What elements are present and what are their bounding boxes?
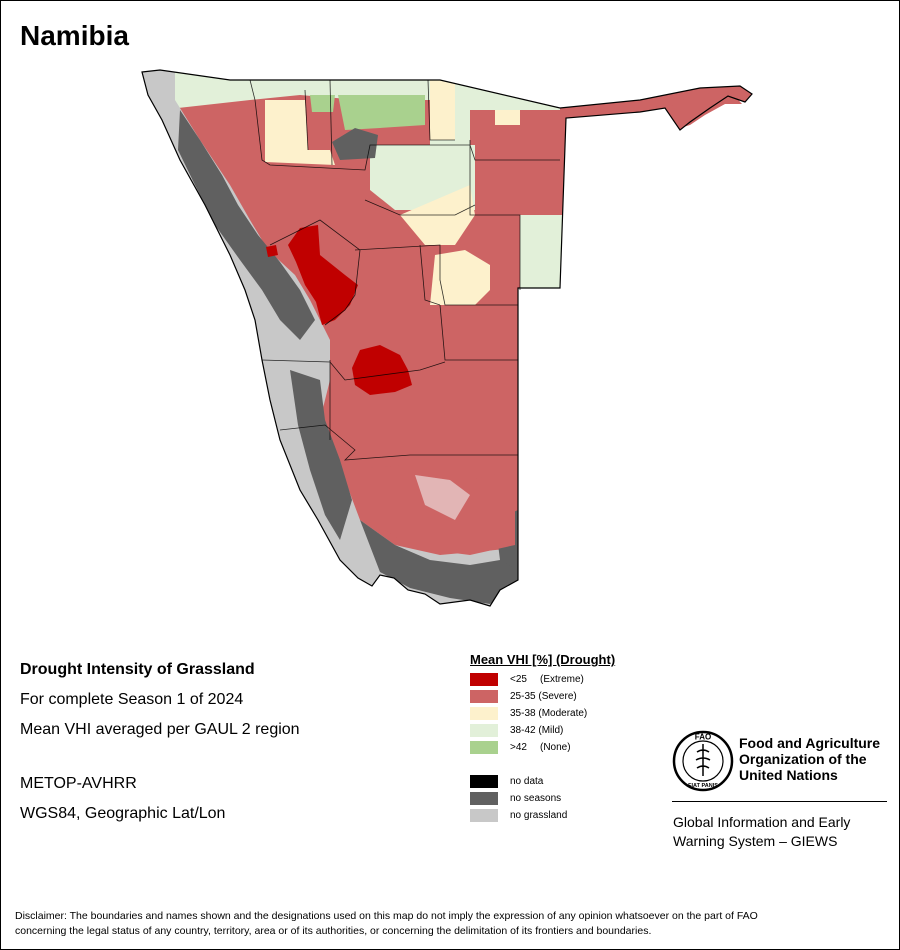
legend-other-label: no grassland	[510, 810, 568, 821]
region-moderate-north-1	[265, 100, 335, 165]
legend-range: 25-35	[510, 691, 536, 702]
disclaimer-line1: Disclaimer: The boundaries and names sho…	[15, 910, 758, 922]
legend-class-label: (Severe)	[538, 691, 577, 702]
region-extreme-khomas	[352, 345, 412, 395]
legend-item-no-seasons: no seasons	[470, 790, 615, 807]
legend: Mean VHI [%] (Drought) <25 (Extreme) 25-…	[470, 652, 615, 824]
legend-range: 38-42	[510, 725, 536, 736]
map-info: Drought Intensity of Grassland For compl…	[20, 655, 300, 829]
legend-item-severe: 25-35 (Severe)	[470, 688, 615, 705]
region-moderate-north-2	[430, 80, 455, 140]
disclaimer: Disclaimer: The boundaries and names sho…	[15, 909, 885, 939]
legend-range: <25	[510, 674, 527, 685]
giews-name: Global Information and Early Warning Sys…	[673, 813, 850, 851]
map-season: For complete Season 1 of 2024	[20, 691, 244, 708]
legend-swatch	[470, 792, 498, 805]
legend-class-label: (None)	[540, 742, 571, 753]
fao-name-line3: United Nations	[739, 767, 838, 783]
region-moderate-north-3	[495, 110, 520, 125]
legend-class-label: (Moderate)	[538, 708, 588, 719]
region-caprivi-tip	[668, 92, 742, 128]
region-mild-east	[520, 215, 562, 290]
fao-logo-letters: FAO	[695, 733, 711, 742]
region-nograss-south-speckle	[415, 475, 470, 520]
region-boundaries	[249, 79, 560, 461]
legend-title: Mean VHI [%] (Drought)	[470, 652, 616, 667]
region-severe-south-interior	[345, 465, 515, 555]
legend-swatch	[470, 741, 498, 754]
region-noseason-coast-2	[290, 370, 352, 540]
namibia-map	[141, 69, 753, 607]
region-moderate-center-2	[430, 250, 490, 305]
map-sensor: METOP-AVHRR	[20, 775, 137, 792]
map-projection: WGS84, Geographic Lat/Lon	[20, 805, 226, 822]
country-outline	[141, 69, 753, 607]
giews-line2: Warning System – GIEWS	[673, 833, 838, 849]
map-method: Mean VHI averaged per GAUL 2 region	[20, 721, 300, 738]
fao-logo: FAO FIAT PANIS	[672, 730, 734, 792]
region-extreme-center-west	[288, 225, 358, 325]
legend-class-label: (Extreme)	[540, 674, 584, 685]
country-title: Namibia	[20, 20, 129, 51]
giews-line1: Global Information and Early	[673, 814, 851, 830]
region-noseason-south	[360, 520, 518, 604]
fao-name: Food and Agriculture Organization of the…	[739, 735, 880, 783]
legend-range: 35-38	[510, 708, 536, 719]
fao-name-line1: Food and Agriculture	[739, 735, 881, 751]
fao-name-line2: Organization of the	[739, 751, 867, 767]
legend-swatch	[470, 673, 498, 686]
legend-swatch	[470, 809, 498, 822]
region-extreme-small	[266, 245, 278, 257]
region-none-north-2	[310, 95, 335, 112]
region-severe-northeast	[475, 140, 560, 215]
legend-range: >42	[510, 742, 527, 753]
legend-item-no-grassland: no grassland	[470, 807, 615, 824]
legend-swatch	[470, 690, 498, 703]
region-none-north	[338, 95, 425, 130]
fao-divider	[672, 801, 887, 802]
legend-item-none: >42 (None)	[470, 739, 615, 756]
region-noseason-coast-1	[178, 110, 315, 340]
region-mild-center-north	[370, 145, 475, 210]
legend-swatch	[470, 724, 498, 737]
legend-other-label: no seasons	[510, 793, 562, 804]
map-heading: Drought Intensity of Grassland	[20, 661, 255, 678]
legend-class-label: (Mild)	[538, 725, 564, 736]
disclaimer-line2: concerning the legal status of any count…	[15, 925, 652, 937]
legend-item-no-data: no data	[470, 773, 615, 790]
region-noseason-north	[332, 128, 378, 160]
legend-item-moderate: 35-38 (Moderate)	[470, 705, 615, 722]
legend-swatch	[470, 707, 498, 720]
legend-item-mild: 38-42 (Mild)	[470, 722, 615, 739]
legend-other-label: no data	[510, 776, 544, 787]
legend-swatch	[470, 775, 498, 788]
legend-item-extreme: <25 (Extreme)	[470, 671, 615, 688]
fao-logo-motto: FIAT PANIS	[688, 783, 718, 789]
